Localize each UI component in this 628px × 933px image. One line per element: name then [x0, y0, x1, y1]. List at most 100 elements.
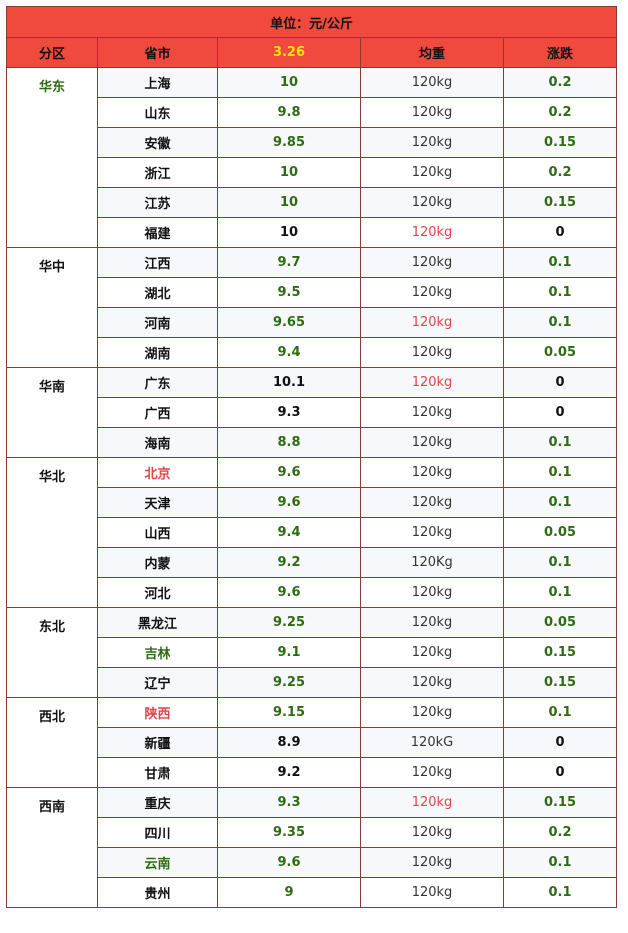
weight-cell: 120kg	[360, 877, 504, 908]
province-cell: 北京	[97, 457, 218, 488]
region-cell: 西南	[6, 787, 98, 908]
change-cell: 0.2	[503, 157, 617, 188]
price-cell: 9.85	[217, 127, 361, 158]
change-cell: 0.1	[503, 277, 617, 308]
table-row: 四川 9.35 120kg 0.2	[7, 817, 617, 848]
table-row: 湖南 9.4 120kg 0.05	[7, 337, 617, 368]
table-row: 华北 北京 9.6 120kg 0.1	[6, 457, 617, 608]
weight-cell: 120kg	[360, 847, 504, 878]
price-cell: 9.6	[217, 487, 361, 518]
price-cell: 9.15	[217, 697, 361, 728]
province-cell: 浙江	[97, 157, 218, 188]
change-cell: 0.05	[503, 607, 617, 638]
table-row: 华东 上海 10 120kg 0.2	[6, 67, 617, 248]
change-cell: 0.05	[503, 517, 617, 548]
change-cell: 0	[503, 757, 617, 788]
province-cell: 湖南	[97, 337, 218, 368]
change-cell: 0.15	[503, 637, 617, 668]
weight-cell: 120kg	[360, 457, 504, 488]
province-cell: 上海	[97, 67, 218, 98]
price-cell: 9.6	[217, 457, 361, 488]
province-cell: 贵州	[97, 877, 218, 908]
price-cell: 8.8	[217, 427, 361, 458]
province-cell: 陕西	[97, 697, 218, 728]
province-cell: 云南	[97, 847, 218, 878]
header-weight: 均重	[360, 37, 504, 68]
unit-label: 单位：元/公斤	[6, 6, 617, 38]
change-cell: 0.15	[503, 787, 617, 818]
change-cell: 0	[503, 367, 617, 398]
table-row: 贵州 9 120kg 0.1	[7, 877, 617, 908]
price-cell: 9.5	[217, 277, 361, 308]
province-cell: 河北	[97, 577, 218, 608]
weight-cell: 120kg	[360, 817, 504, 848]
price-cell: 10	[217, 157, 361, 188]
change-cell: 0.1	[503, 247, 617, 278]
province-cell: 河南	[97, 307, 218, 338]
price-cell: 9.3	[217, 787, 361, 818]
price-cell: 9.3	[217, 397, 361, 428]
weight-cell: 120kg	[360, 307, 504, 338]
table-row: 华中 江西 9.7 120kg 0.1	[6, 247, 617, 368]
price-cell: 9.4	[217, 337, 361, 368]
weight-cell: 120kg	[360, 637, 504, 668]
price-cell: 9.35	[217, 817, 361, 848]
change-cell: 0.15	[503, 127, 617, 158]
province-cell: 海南	[97, 427, 218, 458]
change-cell: 0	[503, 727, 617, 758]
table-row: 西南 重庆 9.3 120kg 0.15	[6, 787, 617, 908]
table-row: 河南 9.65 120kg 0.1	[7, 307, 617, 338]
table-row: 华南 广东 10.1 120kg 0	[6, 367, 617, 458]
table-row: 浙江 10 120kg 0.2	[7, 157, 617, 188]
table-row: 内蒙 9.2 120Kg 0.1	[7, 547, 617, 578]
table-row: 辽宁 9.25 120kg 0.15	[7, 667, 617, 698]
table-row: 云南 9.6 120kg 0.1	[7, 847, 617, 878]
change-cell: 0.1	[503, 457, 617, 488]
weight-cell: 120kg	[360, 247, 504, 278]
weight-cell: 120kg	[360, 517, 504, 548]
change-cell: 0.1	[503, 307, 617, 338]
weight-cell: 120kg	[360, 367, 504, 398]
table-row: 江苏 10 120kg 0.15	[7, 187, 617, 218]
weight-cell: 120Kg	[360, 547, 504, 578]
province-cell: 安徽	[97, 127, 218, 158]
province-cell: 重庆	[97, 787, 218, 818]
table-row: 广西 9.3 120kg 0	[7, 397, 617, 428]
weight-cell: 120kg	[360, 787, 504, 818]
header-change: 涨跌	[503, 37, 617, 68]
weight-cell: 120kg	[360, 427, 504, 458]
table-row: 吉林 9.1 120kg 0.15	[7, 637, 617, 668]
change-cell: 0	[503, 397, 617, 428]
table-row: 天津 9.6 120kg 0.1	[7, 487, 617, 518]
change-cell: 0.1	[503, 427, 617, 458]
region-cell: 华南	[6, 367, 98, 458]
table-row: 山东 9.8 120kg 0.2	[7, 97, 617, 128]
province-cell: 广西	[97, 397, 218, 428]
table-row: 西北 陕西 9.15 120kg 0.1	[6, 697, 617, 788]
province-cell: 福建	[97, 217, 218, 248]
change-cell: 0.15	[503, 667, 617, 698]
price-cell: 9	[217, 877, 361, 908]
weight-cell: 120kg	[360, 157, 504, 188]
province-cell: 甘肃	[97, 757, 218, 788]
weight-cell: 120kg	[360, 577, 504, 608]
province-cell: 辽宁	[97, 667, 218, 698]
price-cell: 9.25	[217, 607, 361, 638]
table-row: 河北 9.6 120kg 0.1	[7, 577, 617, 608]
change-cell: 0.1	[503, 847, 617, 878]
region-cell: 东北	[6, 607, 98, 698]
price-cell: 10	[217, 67, 361, 98]
province-cell: 新疆	[97, 727, 218, 758]
change-cell: 0.05	[503, 337, 617, 368]
price-cell: 9.65	[217, 307, 361, 338]
table-row: 福建 10 120kg 0	[7, 217, 617, 248]
table-row: 新疆 8.9 120kG 0	[7, 727, 617, 758]
price-cell: 9.8	[217, 97, 361, 128]
table-row: 甘肃 9.2 120kg 0	[7, 757, 617, 788]
province-cell: 江西	[97, 247, 218, 278]
weight-cell: 120kg	[360, 187, 504, 218]
price-cell: 9.7	[217, 247, 361, 278]
province-cell: 江苏	[97, 187, 218, 218]
price-cell: 9.1	[217, 637, 361, 668]
table-row: 东北 黑龙江 9.25 120kg 0.05	[6, 607, 617, 698]
